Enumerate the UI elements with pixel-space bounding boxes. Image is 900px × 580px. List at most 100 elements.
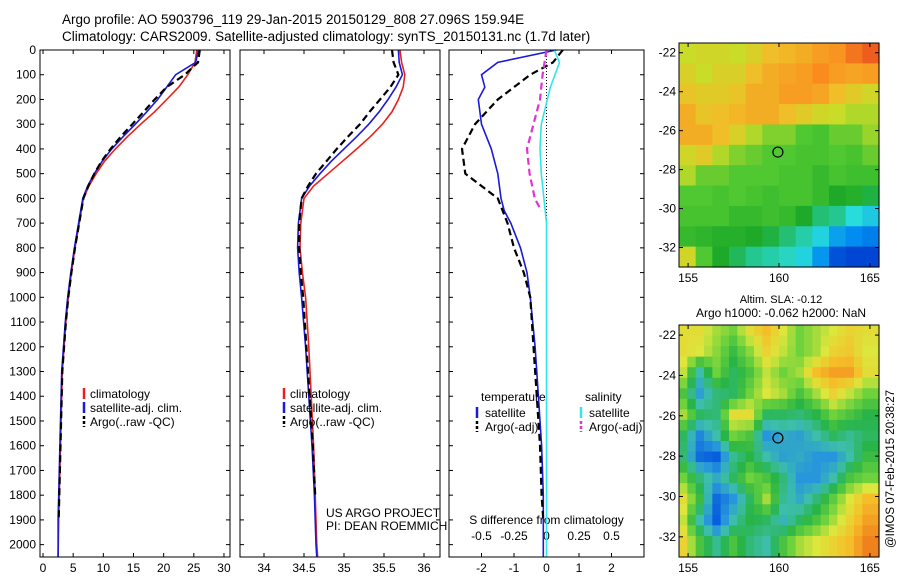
heatmap-cell [762, 226, 780, 248]
heatmap-cell [729, 185, 747, 207]
heatmap-cell [729, 124, 747, 146]
heatmap-cell [787, 525, 797, 537]
heatmap-cell [720, 356, 730, 368]
heatmap-cell [829, 398, 838, 410]
heatmap-cell [862, 430, 872, 442]
heatmap-cell [754, 377, 763, 389]
heatmap-cell [837, 493, 847, 505]
heatmap-cell [787, 356, 797, 368]
heatmap-cell [854, 398, 863, 410]
heatmap-cell [687, 462, 697, 474]
heatmap-cell [862, 472, 872, 484]
heatmap-cell [745, 451, 755, 463]
heatmap-cell [845, 525, 855, 537]
heatmap-cell [712, 205, 730, 227]
heatmap-cell [704, 451, 713, 463]
heatmap-cell [762, 43, 780, 64]
heatmap-cell [712, 409, 722, 421]
heatmap-cell [770, 525, 780, 537]
heatmap-cell [729, 504, 738, 516]
heatmap-cell [720, 377, 730, 389]
heatmap-cell [687, 335, 697, 347]
heatmap-cell [862, 451, 872, 463]
heatmap-cell [770, 535, 780, 548]
heatmap-cell [820, 504, 830, 516]
heatmap-cell [679, 472, 688, 484]
heatmap-cell [720, 409, 730, 421]
heatmap-cell [870, 419, 880, 432]
x-tick-top-label: -0.5 [471, 529, 492, 543]
heatmap-cell [862, 504, 872, 516]
heatmap-cell [729, 104, 747, 126]
heatmap-cell [779, 525, 788, 537]
heatmap-cell [737, 525, 747, 537]
heatmap-cell [737, 493, 747, 505]
heatmap-cell [820, 462, 830, 474]
y-tick-label: -30 [659, 202, 677, 216]
heatmap-cell [729, 462, 738, 474]
heatmap-cell [729, 441, 738, 453]
heatmap-cell [762, 441, 772, 453]
heatmap-cell [845, 441, 855, 453]
y-tick-label: 500 [16, 167, 36, 181]
y-tick-label: -28 [659, 163, 677, 177]
heatmap-cell [679, 419, 688, 432]
heatmap-cell [837, 367, 847, 379]
heatmap-cell [712, 451, 722, 463]
heatmap-cell [795, 356, 805, 368]
heatmap-cell [837, 398, 847, 410]
heatmap-cell [745, 335, 755, 347]
y-tick-label: 1200 [9, 340, 36, 354]
heatmap-cell [854, 409, 863, 421]
heatmap-cell [862, 83, 880, 105]
heatmap-cell [737, 409, 747, 421]
heatmap-cell [762, 409, 772, 421]
heatmap-cell [854, 493, 863, 505]
heatmap-cell [695, 409, 705, 421]
heatmap-cell [779, 43, 797, 64]
heatmap-cell [829, 441, 838, 453]
heatmap-cell [829, 185, 847, 207]
y-tick-label: 0 [29, 43, 36, 57]
heatmap-cell [745, 419, 755, 432]
heatmap-cell [787, 472, 797, 484]
x-tick-top-label: 0.5 [603, 529, 620, 543]
heatmap-cell [695, 525, 705, 537]
heatmap-cell [745, 493, 755, 505]
x-tick-label: 36 [417, 561, 431, 575]
heatmap-cell [812, 104, 830, 126]
heatmap-cell [820, 367, 830, 379]
heatmap-cell [804, 472, 813, 484]
heatmap-cell [679, 388, 688, 400]
legend-label: climatology [90, 387, 150, 401]
y-tick-label: -32 [659, 530, 677, 544]
heatmap-cell [695, 124, 713, 146]
heatmap-cell [754, 451, 763, 463]
heatmap-cell [845, 430, 855, 442]
heatmap-cell [787, 388, 797, 400]
heatmap-cell [820, 430, 830, 442]
heatmap-cell [729, 144, 747, 166]
heatmap-cell [720, 441, 730, 453]
heatmap-cell [745, 377, 755, 389]
heatmap-cell [679, 462, 688, 474]
heatmap-cell [770, 419, 780, 432]
x-tick-label: 1 [576, 561, 583, 575]
heatmap-cell [729, 63, 747, 85]
heatmap-cell [729, 226, 747, 248]
heatmap-cell [704, 377, 713, 389]
x-tick-label: 2 [608, 561, 615, 575]
heatmap-cell [770, 472, 780, 484]
y-tick-label: 900 [16, 266, 36, 280]
heatmap-cell [729, 367, 738, 379]
heatmap-cell [762, 493, 772, 505]
heatmap-cell [737, 483, 747, 495]
heatmap-cell [812, 144, 830, 166]
heatmap-cell [720, 535, 730, 548]
x-tick-label: 0 [543, 561, 550, 575]
heatmap-cell [804, 398, 813, 410]
heatmap-cell [812, 493, 822, 505]
heatmap-cell [704, 325, 713, 337]
heatmap-cell [820, 483, 830, 495]
heatmap-cell [795, 419, 805, 432]
